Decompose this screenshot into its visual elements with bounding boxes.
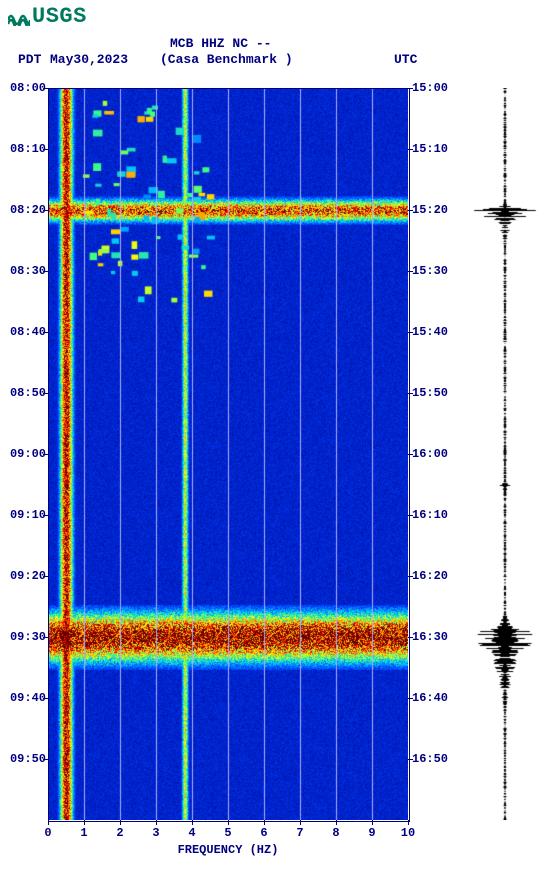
ytick-left: 08:10 — [2, 142, 46, 156]
ytick-right: 15:30 — [412, 264, 456, 278]
ytick-right: 16:10 — [412, 508, 456, 522]
xtick: 1 — [74, 826, 94, 840]
xtick: 0 — [38, 826, 58, 840]
ytick-left: 08:30 — [2, 264, 46, 278]
xtick: 8 — [326, 826, 346, 840]
tz-right: UTC — [394, 52, 417, 67]
seismogram-canvas — [465, 88, 545, 820]
ytick-left: 09:30 — [2, 630, 46, 644]
xtick: 3 — [146, 826, 166, 840]
station-code: MCB HHZ NC -- — [170, 36, 271, 51]
ytick-left: 09:40 — [2, 691, 46, 705]
usgs-logo: USGS — [8, 4, 87, 29]
spectrogram-canvas — [48, 88, 408, 820]
xtick: 4 — [182, 826, 202, 840]
ytick-left: 08:20 — [2, 203, 46, 217]
ytick-left: 08:50 — [2, 386, 46, 400]
ytick-left: 08:40 — [2, 325, 46, 339]
xtick: 9 — [362, 826, 382, 840]
xtick: 10 — [398, 826, 418, 840]
ytick-right: 15:10 — [412, 142, 456, 156]
ytick-left: 09:00 — [2, 447, 46, 461]
ytick-right: 15:20 — [412, 203, 456, 217]
xtick: 6 — [254, 826, 274, 840]
ytick-right: 16:00 — [412, 447, 456, 461]
xtick: 5 — [218, 826, 238, 840]
tz-left: PDT — [18, 52, 41, 67]
ytick-right: 16:40 — [412, 691, 456, 705]
ytick-right: 15:00 — [412, 81, 456, 95]
ytick-left: 08:00 — [2, 81, 46, 95]
ytick-left: 09:10 — [2, 508, 46, 522]
ytick-right: 15:40 — [412, 325, 456, 339]
usgs-wave-icon — [8, 8, 30, 24]
logo-text: USGS — [32, 4, 87, 29]
date: May30,2023 — [50, 52, 128, 67]
ytick-right: 16:50 — [412, 752, 456, 766]
ytick-right: 16:20 — [412, 569, 456, 583]
ytick-left: 09:50 — [2, 752, 46, 766]
site-name: (Casa Benchmark ) — [160, 52, 293, 67]
ytick-right: 16:30 — [412, 630, 456, 644]
xtick: 2 — [110, 826, 130, 840]
xtick: 7 — [290, 826, 310, 840]
ytick-left: 09:20 — [2, 569, 46, 583]
seismogram-trace — [465, 88, 545, 820]
x-axis-label: FREQUENCY (HZ) — [48, 843, 408, 857]
ytick-right: 15:50 — [412, 386, 456, 400]
spectrogram-plot — [48, 88, 408, 820]
